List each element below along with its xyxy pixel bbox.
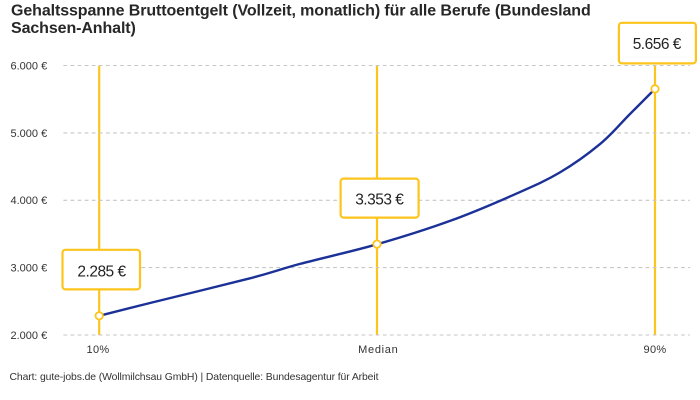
svg-text:2.000 €: 2.000 € xyxy=(10,330,47,342)
svg-text:3.000 €: 3.000 € xyxy=(10,263,47,275)
svg-text:6.000 €: 6.000 € xyxy=(10,60,47,72)
svg-text:2.285 €: 2.285 € xyxy=(77,263,126,280)
svg-text:5.000 €: 5.000 € xyxy=(10,128,47,140)
svg-text:Sachsen-Anhalt): Sachsen-Anhalt) xyxy=(11,20,136,37)
svg-text:4.000 €: 4.000 € xyxy=(10,195,47,207)
svg-text:Median: Median xyxy=(358,344,398,356)
svg-text:Chart: gute-jobs.de (Wollmilch: Chart: gute-jobs.de (Wollmilchsau GmbH) … xyxy=(10,372,379,383)
svg-text:10%: 10% xyxy=(87,344,110,356)
svg-text:90%: 90% xyxy=(644,344,667,356)
svg-text:Gehaltsspanne Bruttoentgelt (V: Gehaltsspanne Bruttoentgelt (Vollzeit, m… xyxy=(11,2,591,19)
svg-text:5.656 €: 5.656 € xyxy=(633,36,682,53)
svg-text:3.353 €: 3.353 € xyxy=(355,192,404,209)
